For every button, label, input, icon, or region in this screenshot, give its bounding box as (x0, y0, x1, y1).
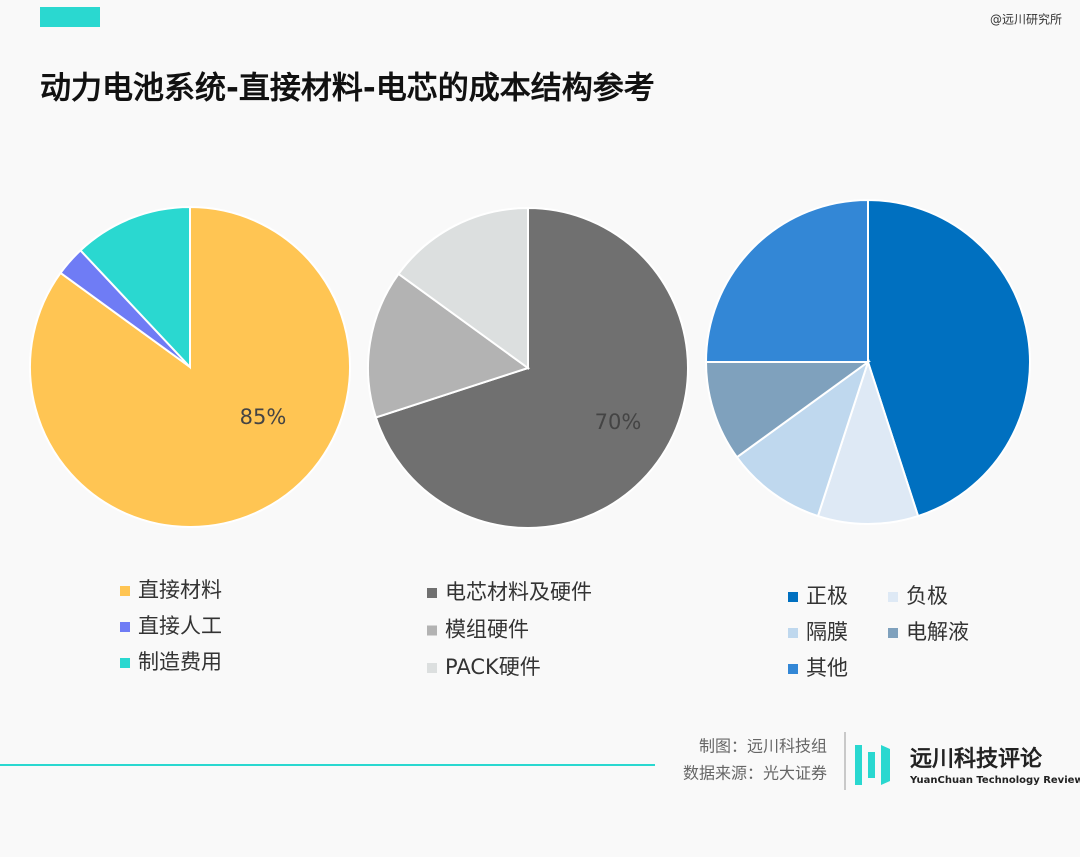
pie-slice (79, 205, 191, 370)
pie-slice (867, 198, 1031, 518)
watermark: @远川研究所 (990, 12, 1062, 27)
legend-swatch (427, 625, 437, 636)
legend-swatch (788, 664, 798, 674)
legend-label: 制造费用 (138, 650, 222, 674)
credit: 制图：远川科技组 (699, 737, 827, 756)
data-label: 70% (595, 410, 642, 434)
legend-label: 直接材料 (138, 578, 222, 602)
pie-slice (367, 272, 531, 419)
legend-label: 直接人工 (138, 614, 222, 638)
pie-slice (374, 206, 689, 529)
pie-slice (397, 206, 529, 370)
logo-icon (855, 745, 890, 785)
pie-slice (704, 198, 869, 363)
legend-swatch (427, 588, 437, 598)
legend-swatch (120, 586, 130, 596)
legend-label: 模组硬件 (445, 618, 529, 642)
legend-swatch (427, 663, 437, 673)
legend-label: PACK硬件 (445, 655, 541, 679)
pie-slice (735, 359, 870, 518)
legend-label: 负极 (906, 584, 948, 608)
logo-text: 远川科技评论 (910, 746, 1043, 772)
pie-slice (816, 358, 920, 525)
chart-title: 动力电池系统-直接材料-电芯的成本结构参考 (40, 71, 655, 107)
data-label: 85% (240, 405, 287, 429)
legend-swatch (888, 628, 898, 638)
legend-label: 电解液 (906, 620, 969, 644)
accent-bar (40, 7, 100, 27)
logo-subtext: YuanChuan Technology Review (909, 775, 1080, 786)
legend-swatch (120, 658, 130, 668)
legend-label: 正极 (806, 584, 848, 608)
legend-swatch (788, 628, 798, 638)
source: 数据来源：光大证券 (683, 764, 827, 783)
legend-label: 隔膜 (806, 620, 848, 644)
legend-swatch (788, 592, 798, 602)
legend-swatch (120, 622, 130, 632)
legend-label: 电芯材料及硬件 (445, 580, 592, 604)
legend-swatch (888, 592, 898, 602)
pie-slice (704, 361, 872, 459)
legend-label: 其他 (806, 656, 848, 680)
